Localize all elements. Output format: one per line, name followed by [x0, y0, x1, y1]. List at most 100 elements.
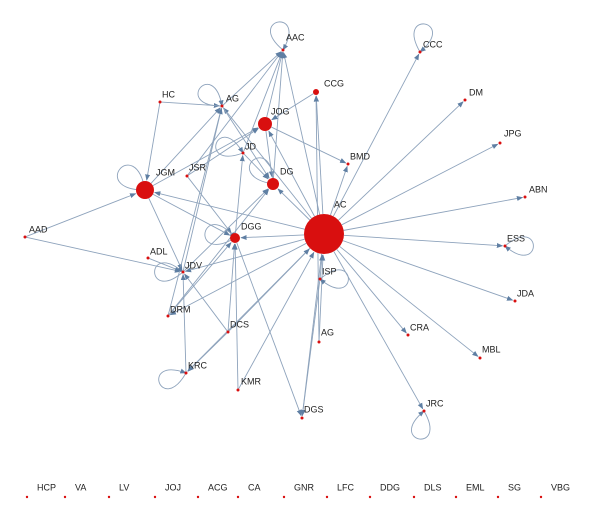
- edge: [243, 51, 283, 152]
- node-label: ESS: [507, 233, 525, 243]
- node: [267, 178, 279, 190]
- node-label: HCP: [37, 482, 56, 492]
- self-loop: [197, 83, 224, 107]
- node: [158, 100, 162, 104]
- self-loop: [411, 410, 431, 440]
- edge: [154, 191, 305, 230]
- node: [503, 244, 507, 248]
- edge: [167, 107, 223, 315]
- node: [25, 495, 29, 499]
- self-loop: [319, 269, 349, 289]
- edge: [314, 95, 324, 215]
- node: [185, 174, 189, 178]
- node-label: BMD: [350, 151, 371, 161]
- node-label: JOJ: [165, 482, 181, 492]
- node: [325, 495, 329, 499]
- node-label: LFC: [337, 482, 355, 492]
- edge: [187, 51, 282, 176]
- node-label: JGM: [156, 167, 175, 177]
- node: [196, 495, 200, 499]
- edge: [268, 130, 315, 217]
- node-label: KRC: [188, 360, 208, 370]
- node: [236, 495, 240, 499]
- node-label: JPG: [504, 128, 522, 138]
- node: [418, 50, 422, 54]
- edge: [332, 53, 420, 217]
- node-label: DG: [280, 166, 294, 176]
- node-label: DGG: [241, 221, 262, 231]
- edge: [266, 51, 284, 118]
- edge: [339, 246, 479, 357]
- node-label: MBL: [482, 344, 501, 354]
- node-label: LV: [119, 482, 129, 492]
- edge: [26, 236, 182, 273]
- node: [422, 409, 426, 413]
- edge: [168, 188, 270, 316]
- node-label: ACG: [208, 482, 228, 492]
- edge: [184, 273, 228, 332]
- node-label: JDA: [517, 288, 534, 298]
- node: [346, 162, 350, 166]
- self-loop: [504, 236, 534, 256]
- edge: [342, 240, 514, 301]
- edge: [227, 243, 237, 331]
- node: [368, 495, 372, 499]
- node-label: AG: [321, 327, 334, 337]
- edge: [271, 93, 314, 121]
- node: [300, 416, 304, 420]
- self-loop: [215, 136, 244, 157]
- node-label: DCS: [230, 319, 249, 329]
- node: [282, 495, 286, 499]
- node-label: KMR: [241, 376, 262, 386]
- edge: [187, 332, 228, 372]
- node: [184, 371, 188, 375]
- node: [317, 340, 321, 344]
- node-label: EML: [466, 482, 485, 492]
- edge: [330, 165, 348, 216]
- node: [107, 495, 111, 499]
- node: [304, 214, 344, 254]
- node-label: VA: [75, 482, 86, 492]
- edge: [182, 107, 223, 271]
- node-label: JDV: [185, 260, 202, 270]
- edge: [168, 242, 232, 316]
- edge: [145, 103, 161, 181]
- node: [454, 495, 458, 499]
- edge: [341, 143, 499, 226]
- self-loop: [154, 262, 184, 282]
- node-label: VBG: [551, 482, 570, 492]
- edge: [187, 176, 232, 234]
- node-label: AAC: [286, 32, 305, 42]
- node: [63, 495, 67, 499]
- node: [226, 330, 230, 334]
- node-label: JD: [245, 141, 257, 151]
- node-label: CRA: [410, 322, 429, 332]
- node-label: DGS: [304, 404, 324, 414]
- node-label: CA: [248, 482, 261, 492]
- edges: [26, 21, 534, 440]
- self-loop: [413, 23, 433, 53]
- edge: [232, 243, 239, 389]
- edge: [169, 242, 307, 316]
- edge: [223, 107, 312, 219]
- edge: [282, 51, 321, 215]
- edge: [318, 254, 326, 341]
- node-label: JOG: [271, 106, 290, 116]
- edge: [271, 126, 347, 164]
- node-label: AG: [226, 93, 239, 103]
- node: [146, 256, 150, 260]
- edge: [26, 193, 137, 237]
- node-label: ABN: [529, 184, 548, 194]
- node: [313, 89, 319, 95]
- node-label: DLS: [424, 482, 442, 492]
- node-label: ISP: [322, 266, 337, 276]
- node: [478, 356, 482, 360]
- edge: [183, 188, 269, 272]
- node-label: AC: [334, 199, 347, 209]
- edge: [149, 258, 182, 272]
- edge: [228, 248, 310, 332]
- nodes: AAC CCC CCG DM HC AG JOG JPG JD BMD JGM JSR DG ABN AC A…: [23, 32, 570, 499]
- node-label: DDG: [380, 482, 400, 492]
- self-loop: [116, 164, 147, 191]
